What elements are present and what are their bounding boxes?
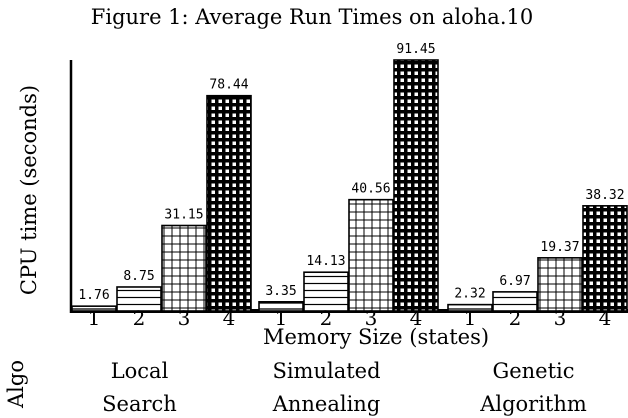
memory-tick-label: 1 <box>88 306 101 330</box>
memory-tick-label: 2 <box>320 306 333 330</box>
bar-g1-m1 <box>71 305 117 312</box>
memory-tick-label: 3 <box>178 306 191 330</box>
data-label: 40.56 <box>351 182 390 197</box>
y-axis-label: CPU time (seconds) <box>17 85 41 295</box>
group-label: Search <box>102 392 177 416</box>
group-label: Simulated <box>272 359 380 383</box>
bar-g2-m2 <box>303 271 349 312</box>
x-axis-label: Memory Size (states) <box>263 325 489 349</box>
memory-tick-label: 4 <box>599 306 612 330</box>
group-labels: Local Search Simulated Annealing Genetic Algo… <box>102 359 587 416</box>
memory-tick-label: 2 <box>133 306 146 330</box>
bar-g2-m3 <box>348 198 394 312</box>
data-label: 8.75 <box>123 269 154 284</box>
bar-g2-m1 <box>258 301 304 312</box>
bar-g3-m4 <box>582 205 628 312</box>
data-label: 91.45 <box>396 42 435 57</box>
data-label: 19.37 <box>540 240 579 255</box>
data-label: 6.97 <box>499 274 530 289</box>
data-label: 3.35 <box>265 284 296 299</box>
memory-tick-label: 4 <box>223 306 236 330</box>
chart-title: Figure 1: Average Run Times on aloha.10 <box>91 5 533 29</box>
group-label: Local <box>111 359 169 383</box>
group-label: Genetic <box>492 359 574 383</box>
bar-g3-m2 <box>492 291 538 312</box>
memory-tick-label: 3 <box>554 306 567 330</box>
bar-g3-m3 <box>537 257 583 312</box>
data-label: 14.13 <box>306 254 345 269</box>
algo-row-label: Algo <box>4 360 28 409</box>
bar-g2-m4 <box>393 59 439 312</box>
data-label: 38.32 <box>585 188 624 203</box>
group-label: Algorithm <box>479 392 587 416</box>
data-label: 31.15 <box>164 208 203 223</box>
memory-tick-label: 4 <box>410 306 423 330</box>
data-label: 1.76 <box>78 288 109 303</box>
memory-tick-label: 1 <box>464 306 477 330</box>
bar-g3-m1 <box>447 303 493 312</box>
bar-g1-m3 <box>161 224 207 312</box>
bars-layer: 1.76 1 8.75 2 31.15 3 78.44 4 3.35 1 14.13 2 40.56 3 9… <box>71 42 628 330</box>
group-label: Annealing <box>272 392 381 416</box>
memory-tick-label: 1 <box>275 306 288 330</box>
memory-tick-label: 3 <box>365 306 378 330</box>
bar-g1-m2 <box>116 286 162 312</box>
data-label: 2.32 <box>454 287 485 302</box>
data-label: 78.44 <box>209 78 248 93</box>
memory-tick-label: 2 <box>509 306 522 330</box>
bar-g1-m4 <box>206 94 252 312</box>
